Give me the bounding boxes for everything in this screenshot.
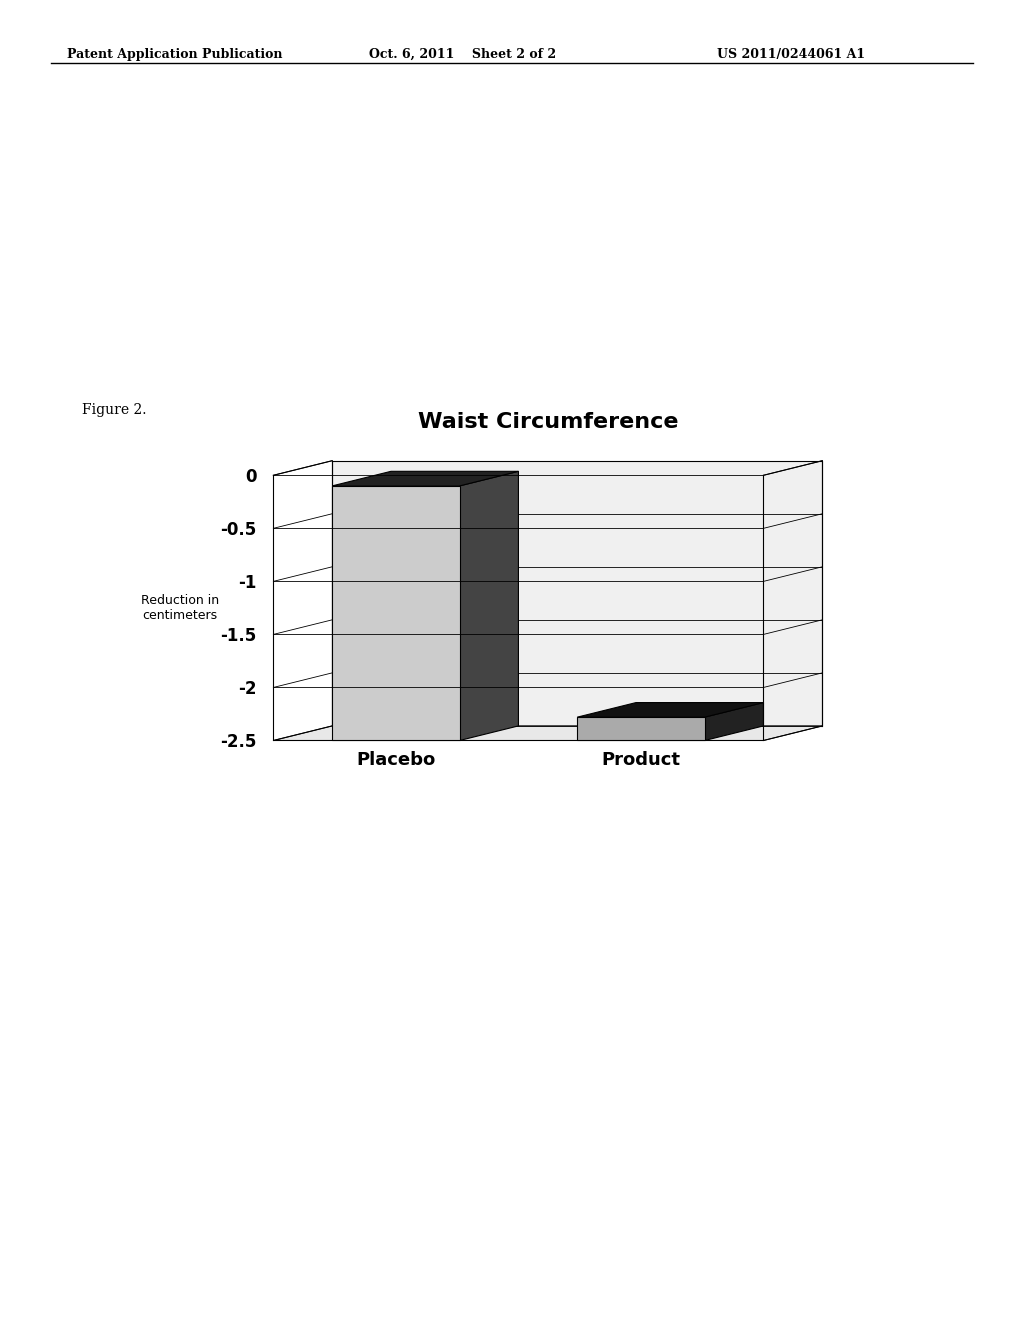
Line: 2 pts: 2 pts	[764, 513, 822, 528]
Text: Oct. 6, 2011    Sheet 2 of 2: Oct. 6, 2011 Sheet 2 of 2	[369, 48, 556, 61]
Point	[267, 680, 280, 696]
Point	[267, 573, 280, 589]
Point	[267, 627, 280, 643]
Title: Waist Circumference: Waist Circumference	[418, 412, 678, 432]
Point	[758, 467, 770, 483]
Text: Patent Application Publication: Patent Application Publication	[67, 48, 282, 61]
Point	[267, 520, 280, 536]
Point	[816, 718, 828, 734]
Point	[267, 467, 280, 483]
Line: 2 pts: 2 pts	[764, 620, 822, 635]
Point	[326, 506, 338, 521]
Point	[758, 733, 770, 748]
Line: 2 pts: 2 pts	[273, 726, 332, 741]
Line: 2 pts: 2 pts	[764, 461, 822, 475]
Point	[267, 467, 280, 483]
Line: 2 pts: 2 pts	[273, 620, 332, 635]
Polygon shape	[332, 461, 822, 726]
Point	[816, 453, 828, 469]
Polygon shape	[578, 717, 705, 741]
Text: US 2011/0244061 A1: US 2011/0244061 A1	[717, 48, 865, 61]
Point	[758, 520, 770, 536]
Point	[326, 612, 338, 628]
Text: Figure 2.: Figure 2.	[82, 403, 146, 417]
Point	[758, 680, 770, 696]
Point	[758, 573, 770, 589]
Point	[267, 733, 280, 748]
Point	[326, 718, 338, 734]
Line: 2 pts: 2 pts	[273, 461, 332, 475]
Line: 2 pts: 2 pts	[273, 566, 332, 581]
Polygon shape	[705, 702, 764, 741]
Point	[816, 558, 828, 574]
Line: 2 pts: 2 pts	[764, 726, 822, 741]
Polygon shape	[332, 471, 518, 486]
Point	[326, 453, 338, 469]
Polygon shape	[578, 702, 764, 717]
Point	[326, 558, 338, 574]
Point	[816, 506, 828, 521]
Line: 2 pts: 2 pts	[764, 673, 822, 688]
Polygon shape	[460, 471, 518, 741]
Line: 2 pts: 2 pts	[764, 461, 822, 475]
Text: Reduction in
centimeters: Reduction in centimeters	[141, 594, 219, 622]
Point	[758, 627, 770, 643]
Polygon shape	[332, 486, 460, 741]
Line: 2 pts: 2 pts	[273, 673, 332, 688]
Line: 2 pts: 2 pts	[273, 461, 332, 475]
Point	[326, 665, 338, 681]
Polygon shape	[273, 726, 822, 741]
Line: 2 pts: 2 pts	[764, 566, 822, 581]
Point	[816, 453, 828, 469]
Point	[326, 453, 338, 469]
Point	[816, 612, 828, 628]
Point	[758, 467, 770, 483]
Line: 2 pts: 2 pts	[273, 513, 332, 528]
Point	[816, 665, 828, 681]
